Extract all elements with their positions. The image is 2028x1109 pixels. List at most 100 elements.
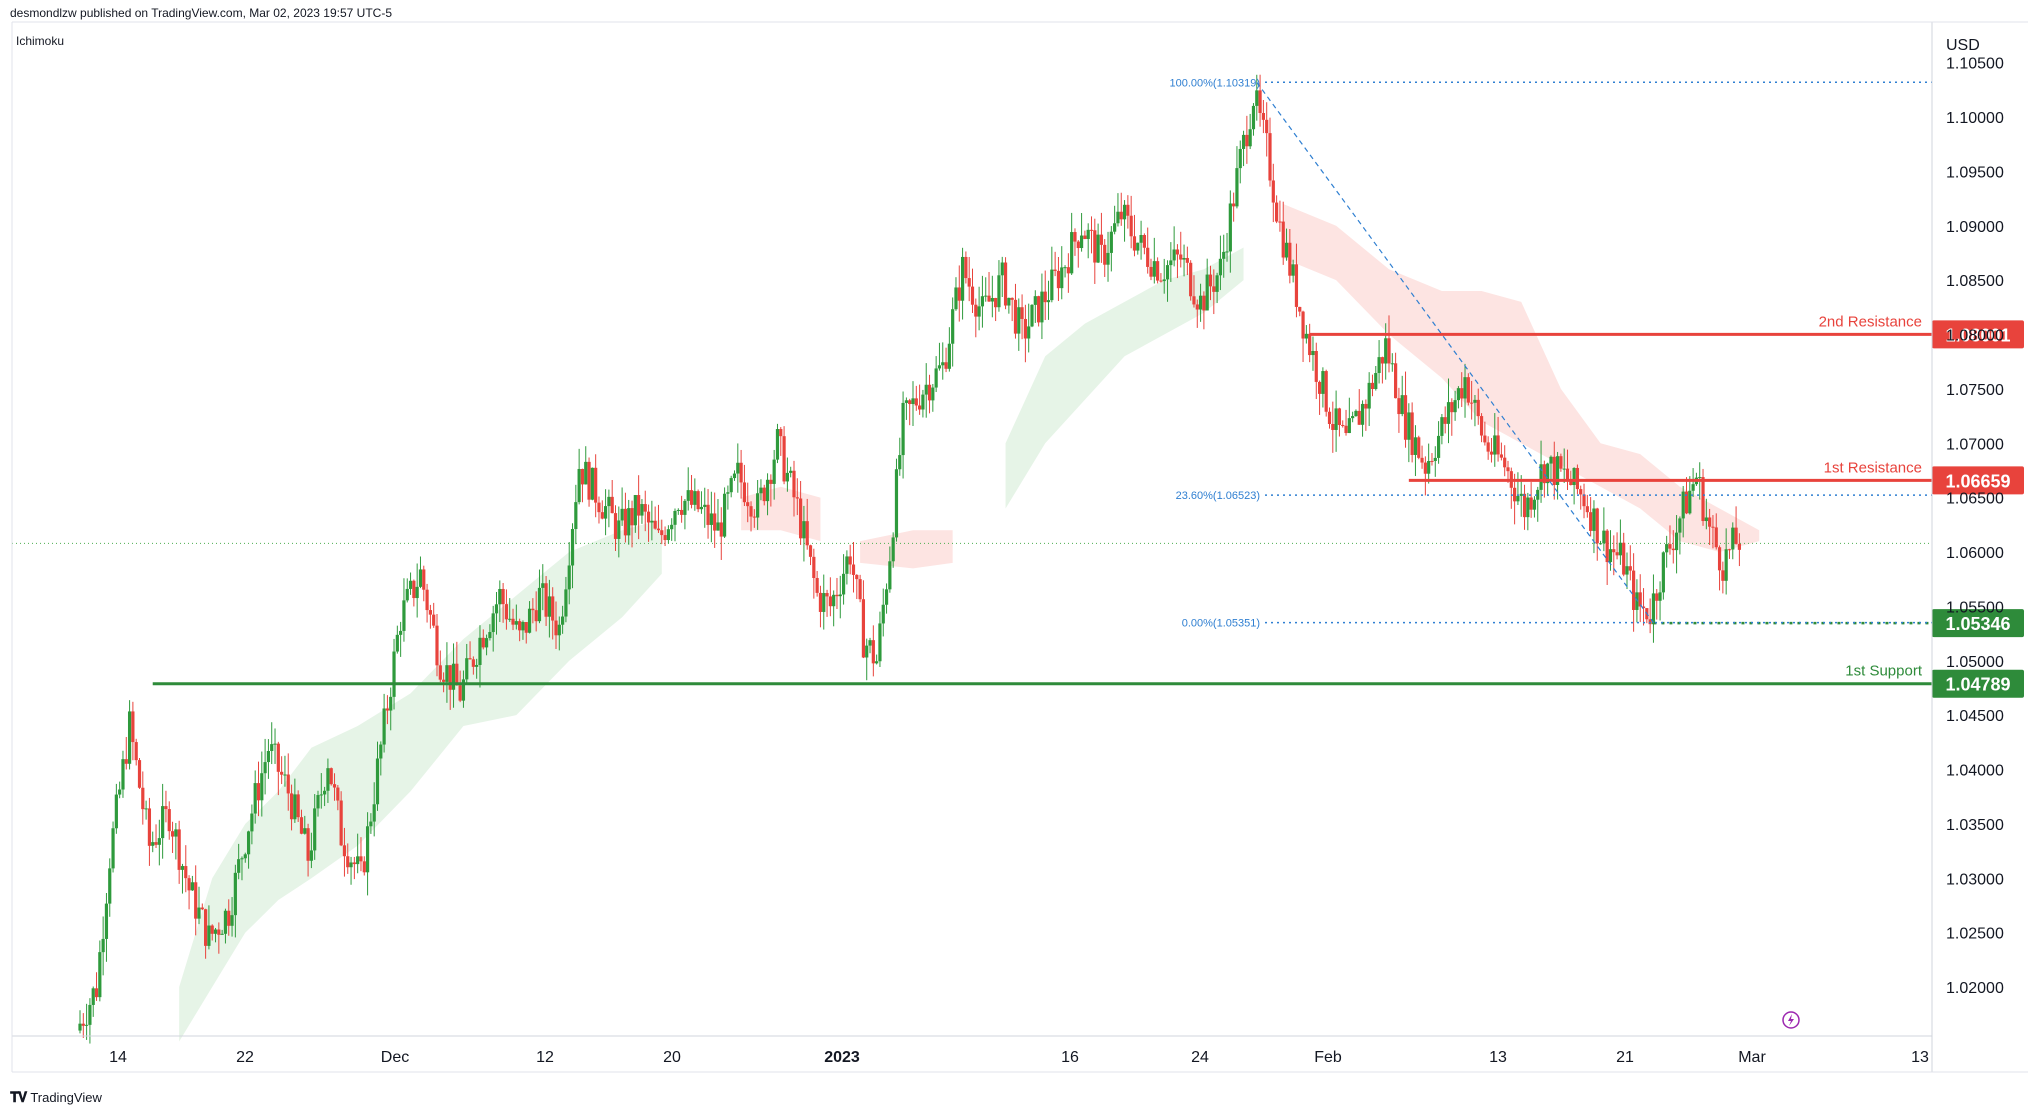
y-tick-label: 1.04000 <box>1946 763 2004 780</box>
candle-body <box>785 472 789 482</box>
candle-body <box>1208 274 1213 287</box>
candle-body <box>736 462 740 474</box>
candle-body <box>151 842 155 846</box>
candle-body <box>1552 456 1556 485</box>
candle-body <box>1086 229 1090 239</box>
candle-body <box>901 402 905 456</box>
candle-body <box>633 495 637 526</box>
candle-body <box>951 309 955 344</box>
candle-body <box>1331 423 1335 430</box>
candle-body <box>1622 542 1626 575</box>
candle-body <box>1708 517 1712 527</box>
candle-body <box>1473 399 1477 403</box>
candle-body <box>88 1004 92 1025</box>
candle-body <box>984 295 988 297</box>
candle-body <box>1529 497 1533 510</box>
candle-body <box>478 637 482 665</box>
candle-body <box>732 473 737 479</box>
candle-body <box>1344 425 1348 434</box>
candle-body <box>1139 235 1143 243</box>
candle-body <box>1275 202 1279 222</box>
candle-body <box>557 624 561 636</box>
candle-body <box>1443 417 1447 424</box>
candle-body <box>574 502 578 529</box>
candle-body <box>911 398 915 405</box>
candle-body <box>1427 460 1431 474</box>
candle-body <box>1562 468 1566 470</box>
candle-body <box>237 859 241 873</box>
candle-body <box>795 497 799 499</box>
candle-body <box>613 513 618 539</box>
candle-body <box>1337 408 1342 425</box>
candle-body <box>947 343 951 369</box>
2nd-resistance-price-value: 1.08001 <box>1945 325 2010 345</box>
candle-body <box>313 808 317 851</box>
candle-body <box>1589 512 1593 531</box>
candle-body <box>904 400 908 403</box>
candle-body <box>673 510 677 525</box>
candle-body <box>1625 566 1629 575</box>
brand[interactable]: 𝐓𝐕 TradingView <box>10 1089 102 1106</box>
publisher-line: desmondlzw published on TradingView.com,… <box>10 6 392 20</box>
candle-body <box>908 400 912 405</box>
candle-body <box>1334 408 1338 430</box>
candle-body <box>144 808 148 810</box>
candle-body <box>580 468 585 485</box>
candle-body <box>1380 357 1384 364</box>
candle-body <box>270 744 274 752</box>
candle-body <box>1572 467 1576 486</box>
candle-body <box>161 806 165 839</box>
candle-body <box>765 479 770 502</box>
candle-body <box>980 296 985 307</box>
candle-body <box>442 679 446 682</box>
candle-body <box>1281 221 1285 258</box>
candle-body <box>875 661 879 664</box>
candle-body <box>1595 508 1599 544</box>
candle-body <box>1218 258 1223 276</box>
candle-body <box>1513 487 1517 502</box>
candle-body <box>1023 318 1027 339</box>
candle-body <box>693 491 697 505</box>
candle-body <box>518 621 522 631</box>
indicator-label[interactable]: Ichimoku <box>16 34 64 48</box>
candle-body <box>1351 416 1355 419</box>
candle-body <box>865 645 869 658</box>
candle-body <box>1400 395 1404 415</box>
candle-body <box>124 759 128 764</box>
y-tick-label: 1.04500 <box>1946 708 2004 725</box>
candle-body <box>260 773 264 801</box>
candle-body <box>739 462 743 483</box>
axes: USD 1.02000 1.02500 1.03000 1.03500 1.04000 1.… <box>11 21 2028 1073</box>
candle-body <box>1436 435 1441 458</box>
candle-body <box>524 622 528 633</box>
cloud-segment <box>860 530 953 569</box>
candle-body <box>1291 264 1295 276</box>
candle-body <box>1063 267 1067 269</box>
candle-body <box>577 468 581 503</box>
y-tick-label: 1.10000 <box>1946 110 2004 127</box>
candle-body <box>180 866 185 870</box>
candle-body <box>329 768 333 785</box>
candle-body <box>1198 295 1203 310</box>
candle-body <box>1225 251 1229 253</box>
fib-level-label: 0.00%(1.05351) <box>1182 618 1260 630</box>
candle-body <box>1737 543 1741 550</box>
candle-body <box>802 521 806 539</box>
candle-body <box>1040 291 1044 323</box>
candle-body <box>1519 493 1523 496</box>
candle-body <box>266 751 271 763</box>
candle-body <box>960 256 965 301</box>
candle-body <box>934 368 938 388</box>
candle-body <box>1476 399 1480 417</box>
candle-body <box>729 478 733 493</box>
candle-body <box>382 708 386 745</box>
candle-body <box>1265 119 1269 134</box>
candle-body <box>1202 295 1206 311</box>
candle-body <box>365 826 370 873</box>
candle-body <box>78 1023 82 1031</box>
candle-body <box>666 529 670 541</box>
1st-support-price-tag <box>1932 669 2024 698</box>
currency-label: USD <box>1946 37 1980 54</box>
candle-body <box>1073 232 1077 242</box>
